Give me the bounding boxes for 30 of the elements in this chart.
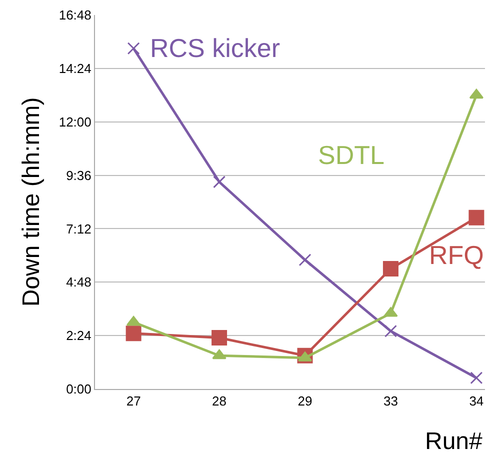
series-label: RCS kicker xyxy=(150,33,280,63)
point xyxy=(298,254,312,266)
point xyxy=(470,372,483,384)
x-tick-label: 33 xyxy=(383,394,398,409)
y-tick-label: 2:24 xyxy=(66,328,92,344)
point xyxy=(382,261,398,277)
y-tick-label: 9:36 xyxy=(66,168,92,183)
text: SDTL xyxy=(318,140,384,170)
point xyxy=(126,326,142,342)
point xyxy=(212,330,228,346)
y-tick-label: 16:48 xyxy=(58,8,92,23)
y-tick-label: 14:24 xyxy=(58,60,92,76)
y-tick-label: 4:48 xyxy=(66,274,92,290)
point xyxy=(384,324,397,338)
point xyxy=(213,176,226,188)
point xyxy=(127,42,140,55)
x-tick-label: 29 xyxy=(298,394,312,409)
x-axis-title: Run# xyxy=(425,428,484,455)
point xyxy=(469,88,484,99)
series-label: RFQ xyxy=(429,240,484,270)
point xyxy=(212,349,226,360)
point xyxy=(126,316,141,326)
x-tick-label: 27 xyxy=(126,394,141,409)
y-tick-label: 0:00 xyxy=(66,382,92,397)
y-tick-label: 7:12 xyxy=(66,221,92,236)
y-axis-title: Down time (hh:mm) xyxy=(18,97,45,307)
y-tick-label: 12:00 xyxy=(58,114,92,130)
point xyxy=(468,210,484,226)
x-tick-label: 28 xyxy=(212,394,227,409)
x-tick-label: 34 xyxy=(469,394,484,409)
